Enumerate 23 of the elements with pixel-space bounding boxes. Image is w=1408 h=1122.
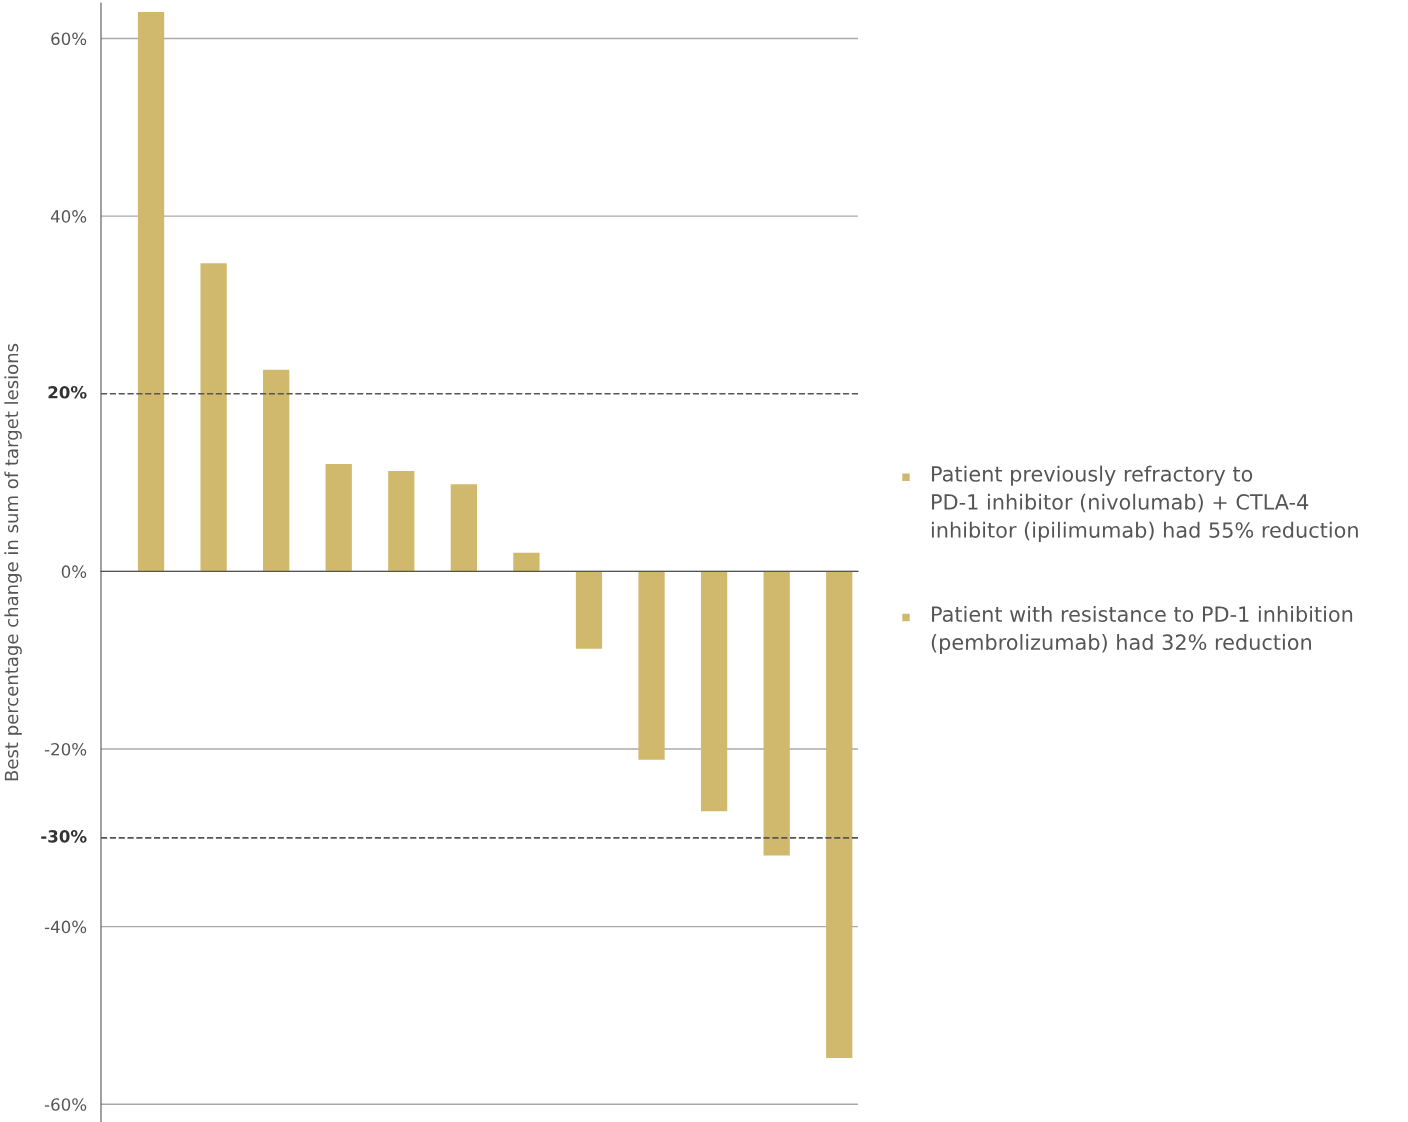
bar (200, 263, 227, 572)
bar (388, 471, 415, 572)
bar (763, 571, 790, 856)
text: Patient previously refractory to PD-1 inhibitor (nivolumab) + CTLA-4 inhibitor (ipilimumab) had 55% reduction (931, 465, 1358, 542)
bar (700, 571, 728, 812)
bar (826, 571, 853, 1059)
bar (513, 552, 540, 572)
y-tick-label: -20% (44, 742, 87, 756)
bar (263, 369, 290, 572)
y-tick-label: -40% (44, 920, 87, 934)
bar (137, 11, 165, 572)
y-tick-label: 40% (50, 210, 87, 223)
bar (325, 463, 352, 572)
text: Patient with resistance to PD-1 inhibition (pembrolizumab) had 32% reduction (931, 605, 1353, 655)
bar (450, 484, 477, 572)
ref-line-label: -30% (41, 830, 87, 843)
y-tick-label: 60% (51, 32, 87, 46)
ref-line-label: 20% (48, 385, 87, 399)
y-axis-title: Best percentage change in sum of target lesions (4, 343, 22, 781)
y-tick-label: 0% (61, 565, 87, 578)
bar (638, 571, 665, 760)
bar (575, 571, 603, 649)
y-tick-label: -60% (44, 1098, 87, 1111)
